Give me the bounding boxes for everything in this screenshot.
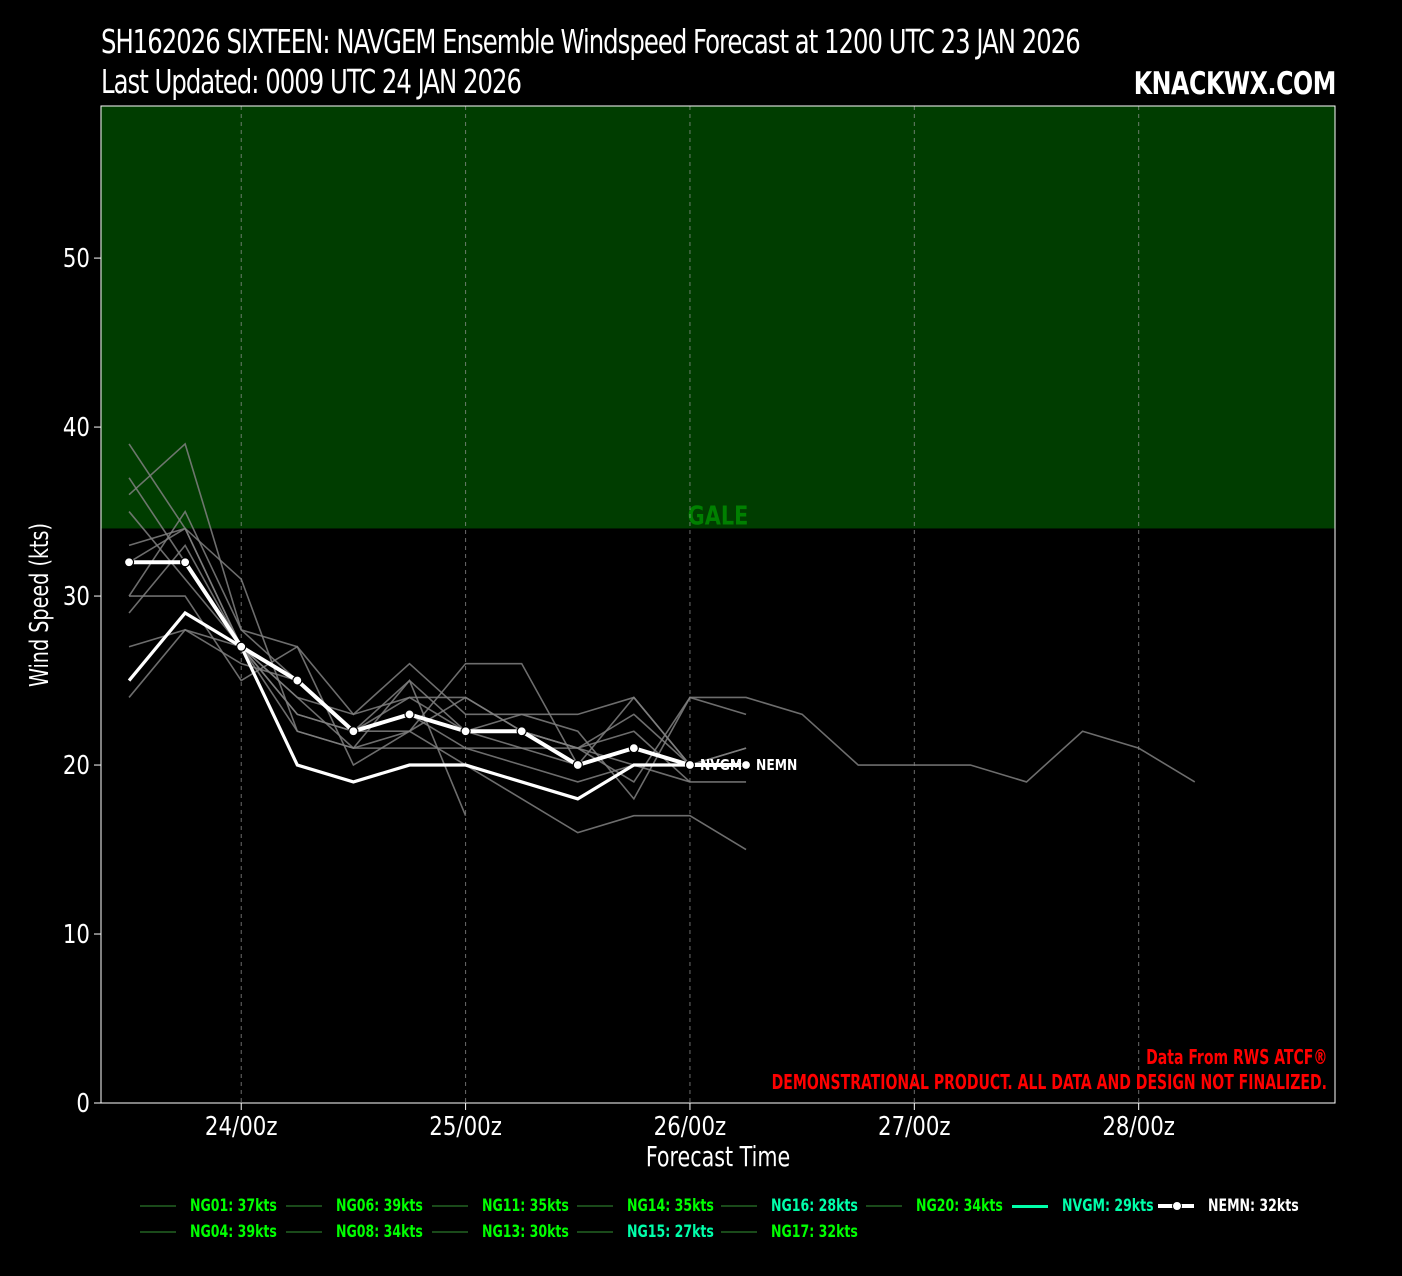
end-label-nvgm: NVGM xyxy=(700,757,742,774)
legend-entry: NG01: 37kts xyxy=(140,1194,296,1218)
legend-label: NG20: 34kts xyxy=(916,1196,1003,1216)
legend-label: NG08: 34kts xyxy=(336,1222,423,1242)
legend-label: NG06: 39kts xyxy=(336,1196,423,1216)
legend-label: NG15: 27kts xyxy=(627,1222,714,1242)
legend-entry: NG08: 34kts xyxy=(286,1220,442,1244)
x-tick-label: 26/00z xyxy=(654,1111,727,1142)
legend-entry: NG06: 39kts xyxy=(286,1194,442,1218)
legend-swatch xyxy=(1012,1204,1048,1208)
legend-entry: NVGM: 29kts xyxy=(1012,1194,1174,1218)
legend-label: NG16: 28kts xyxy=(771,1196,858,1216)
legend-entry: NG11: 35kts xyxy=(432,1194,588,1218)
nemn-point xyxy=(516,726,527,737)
nemn-point xyxy=(180,557,191,568)
legend-swatch xyxy=(140,1205,176,1207)
legend-entry: NG14: 35kts xyxy=(577,1194,733,1218)
y-axis-label-wrap: Wind Speed (kts) xyxy=(25,505,55,705)
legend-label: NG01: 37kts xyxy=(190,1196,277,1216)
nemn-point xyxy=(684,759,696,771)
y-tick-label: 10 xyxy=(63,919,90,950)
nemn-point xyxy=(740,759,752,771)
x-tick-label: 27/00z xyxy=(878,1111,951,1142)
y-tick-label: 30 xyxy=(63,581,90,612)
legend-label: NG14: 35kts xyxy=(627,1196,714,1216)
end-label-nemn: NEMN xyxy=(756,757,797,774)
demonstration-disclaimer: DEMONSTRATIONAL PRODUCT. ALL DATA AND DE… xyxy=(771,1070,1327,1094)
series-line-nemn xyxy=(129,560,747,768)
gale-band xyxy=(101,106,1335,529)
y-tick-label: 50 xyxy=(63,243,90,274)
x-tick-label: 25/00z xyxy=(429,1111,502,1142)
gale-label: GALE xyxy=(688,500,749,531)
plot-frame xyxy=(100,105,1336,1104)
x-tick-label: 24/00z xyxy=(205,1111,278,1142)
nemn-point xyxy=(123,557,135,568)
nemn-point xyxy=(292,675,303,686)
legend-swatch xyxy=(432,1231,468,1233)
legend-entry: NEMN: 32kts xyxy=(1158,1194,1319,1218)
legend-swatch xyxy=(577,1231,613,1233)
chart-legend: NG01: 37kts NG04: 39kts NG06: 39kts NG08: 3… xyxy=(140,1194,1340,1254)
series-line-ng13 xyxy=(128,509,747,801)
legend-label: NEMN: 32kts xyxy=(1208,1196,1299,1216)
legend-label: NG11: 35kts xyxy=(482,1196,569,1216)
data-source-credit: Data From RWS ATCF® xyxy=(1145,1045,1327,1069)
y-axis-label: Wind Speed (kts) xyxy=(25,522,55,688)
legend-entry: NG04: 39kts xyxy=(140,1220,296,1244)
legend-entry: NG13: 30kts xyxy=(432,1220,588,1244)
x-tick-label: 28/00z xyxy=(1102,1111,1175,1142)
nemn-point xyxy=(348,726,359,737)
legend-label: NG17: 32kts xyxy=(771,1222,858,1242)
legend-swatch xyxy=(721,1205,757,1207)
legend-swatch xyxy=(140,1231,176,1233)
legend-swatch xyxy=(577,1205,613,1207)
legend-entry: NG17: 32kts xyxy=(721,1220,877,1244)
series-line-ng17 xyxy=(128,527,467,817)
nemn-point xyxy=(572,759,583,771)
legend-swatch xyxy=(1158,1201,1194,1211)
nemn-point xyxy=(460,726,471,737)
legend-label: NG13: 30kts xyxy=(482,1222,569,1242)
legend-swatch xyxy=(721,1231,757,1233)
series-line-nvgm xyxy=(127,610,690,801)
legend-entry: NG20: 34kts xyxy=(866,1194,1022,1218)
legend-swatch xyxy=(866,1205,902,1207)
nemn-point xyxy=(628,743,639,754)
y-tick-label: 20 xyxy=(63,750,90,781)
legend-swatch xyxy=(286,1205,322,1207)
legend-entry: NG16: 28kts xyxy=(721,1194,877,1218)
nemn-point xyxy=(236,641,247,652)
y-tick-label: 40 xyxy=(63,412,90,443)
series-line-ng11 xyxy=(128,527,1196,784)
y-tick-label: 0 xyxy=(76,1088,90,1119)
brand-logo-text: KNACKWX.COM xyxy=(1133,66,1337,102)
legend-entry: NG15: 27kts xyxy=(577,1220,733,1244)
legend-label: NVGM: 29kts xyxy=(1062,1196,1154,1216)
legend-label: NG04: 39kts xyxy=(190,1222,277,1242)
x-axis-label: Forecast Time xyxy=(645,1140,791,1173)
last-updated: Last Updated: 0009 UTC 24 JAN 2026 xyxy=(101,62,522,101)
series-line-ng20 xyxy=(129,595,747,851)
nemn-point xyxy=(404,709,415,720)
legend-swatch xyxy=(286,1231,322,1233)
legend-swatch xyxy=(432,1205,468,1207)
series-line-ng08 xyxy=(128,511,747,783)
chart-title: SH162026 SIXTEEN: NAVGEM Ensemble Windsp… xyxy=(101,22,1081,61)
